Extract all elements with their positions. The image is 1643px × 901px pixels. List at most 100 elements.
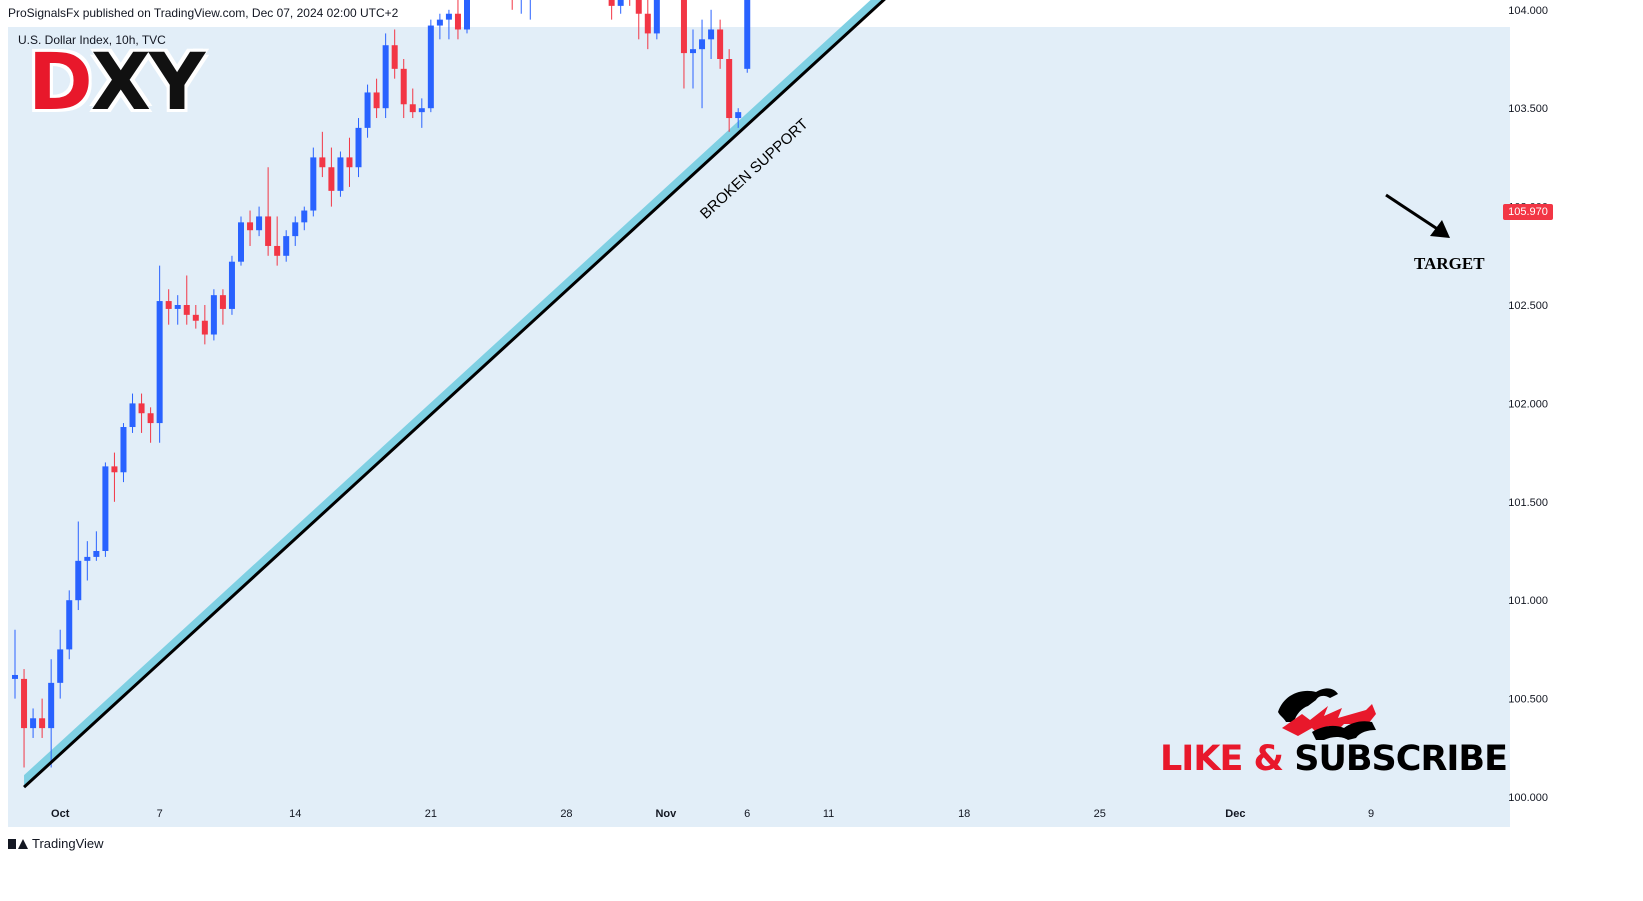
like-subscribe-banner: LIKE & SUBSCRIBE	[1160, 739, 1508, 779]
x-tick-label-11: 9	[1368, 808, 1374, 820]
plot-area[interactable]	[8, 27, 1510, 827]
tradingview-logo-icon	[8, 838, 28, 849]
y-tick-label-0: 100.000	[1508, 792, 1548, 804]
candle-body-42	[391, 45, 398, 69]
title-letters-xy: XY	[90, 38, 206, 128]
tradingview-footer[interactable]: TradingView	[8, 836, 104, 851]
candle-body-25	[238, 222, 244, 262]
x-tick-label-7: 11	[823, 808, 834, 820]
y-tick-label-7: 103.500	[1508, 103, 1548, 115]
candle-body-37	[346, 157, 353, 168]
candle-body-24	[228, 261, 235, 309]
candle-body-34	[319, 157, 326, 168]
publisher-line: ProSignalsFx published on TradingView.co…	[8, 6, 399, 20]
candle-body-35	[328, 167, 335, 191]
candle-body-31	[292, 222, 299, 237]
candle-body-30	[283, 236, 290, 256]
target-label: TARGET	[1414, 254, 1485, 273]
y-tick-label-4: 102.000	[1508, 398, 1548, 410]
candle-body-43	[400, 68, 407, 105]
candle-body-6	[66, 600, 73, 650]
candle-body-39	[364, 92, 371, 128]
x-tick-label-5: Nov	[655, 808, 677, 820]
cta-like: LIKE &	[1160, 739, 1295, 779]
x-tick-label-2: 14	[289, 808, 301, 820]
candle-body-2	[30, 718, 37, 729]
y-tick-label-2: 101.000	[1508, 595, 1548, 607]
candle-body-28	[265, 216, 272, 246]
candle-body-70	[644, 13, 651, 34]
candle-body-47	[436, 19, 443, 26]
candle-body-33	[310, 157, 317, 211]
candle-body-23	[219, 295, 226, 309]
candle-body-50	[464, 0, 470, 30]
candle-body-77	[708, 29, 715, 40]
candle-body-46	[427, 25, 434, 109]
candle-body-4	[48, 682, 55, 729]
candle-body-12	[120, 427, 127, 473]
candle-body-19	[183, 305, 190, 315]
symbol-legend[interactable]: U.S. Dollar Index, 10h, TVC	[18, 33, 166, 47]
candle-body-41	[382, 45, 389, 109]
x-tick-label-6: 6	[744, 808, 750, 820]
candle-body-11	[111, 466, 118, 473]
x-tick-label-3: 21	[425, 808, 437, 820]
candle-body-16	[156, 301, 163, 424]
candle-body-17	[165, 301, 172, 309]
dxy-title: DXY	[28, 44, 205, 122]
x-tick-label-0: Oct	[51, 808, 70, 820]
y-tick-label-8: 104.000	[1508, 5, 1548, 17]
candle-body-44	[409, 104, 416, 113]
x-tick-label-9: 25	[1094, 808, 1106, 820]
candle-body-29	[274, 245, 281, 256]
candle-body-79	[726, 59, 733, 119]
candle-body-9	[93, 551, 100, 557]
cta-subscribe: SUBSCRIBE	[1294, 739, 1508, 779]
candle-body-75	[690, 49, 696, 54]
candle-body-78	[717, 29, 724, 59]
candle-body-14	[138, 403, 145, 414]
candle-body-66	[608, 0, 615, 6]
target-arrow-head	[1430, 220, 1450, 238]
candle-body-45	[418, 108, 425, 113]
candle-body-7	[75, 560, 82, 601]
trendline-band	[24, 0, 884, 788]
candle-body-3	[39, 718, 46, 729]
bull-bear-logo-icon	[1278, 688, 1376, 740]
candle-body-81	[744, 0, 751, 69]
candle-body-10	[102, 466, 109, 551]
candle-body-26	[247, 222, 254, 231]
tradingview-footer-text: TradingView	[32, 836, 104, 851]
title-letter-d: D	[28, 38, 93, 128]
candle-body-8	[84, 556, 91, 561]
candle-body-36	[337, 157, 344, 191]
candle-body-13	[129, 403, 136, 428]
candle-body-27	[256, 216, 263, 231]
x-tick-label-1: 7	[157, 808, 163, 820]
x-tick-label-4: 28	[560, 808, 572, 820]
x-tick-label-8: 18	[958, 808, 970, 820]
last-price-badge: 105.970	[1503, 204, 1553, 220]
candle-body-32	[301, 210, 308, 223]
trendline	[23, 0, 886, 789]
candle-body-5	[57, 649, 64, 683]
candle-body-20	[192, 314, 199, 321]
target-arrow-shaft	[1385, 193, 1443, 234]
candle-body-48	[445, 13, 452, 20]
candle-body-21	[201, 320, 208, 335]
candle-body-69	[635, 0, 642, 14]
candle-body-15	[147, 413, 154, 424]
candle-body-80	[735, 112, 742, 119]
y-tick-label-1: 100.500	[1508, 694, 1548, 706]
candle-body-67	[617, 0, 624, 6]
candle-body-40	[373, 92, 380, 109]
y-tick-label-5: 102.500	[1508, 300, 1548, 312]
candle-body-76	[699, 39, 706, 50]
candle-body-38	[355, 127, 362, 168]
candle-body-0	[12, 674, 18, 679]
candle-body-74	[680, 0, 687, 54]
y-tick-label-3: 101.500	[1508, 497, 1548, 509]
candle-body-1	[21, 678, 28, 729]
candle-body-18	[174, 305, 181, 309]
